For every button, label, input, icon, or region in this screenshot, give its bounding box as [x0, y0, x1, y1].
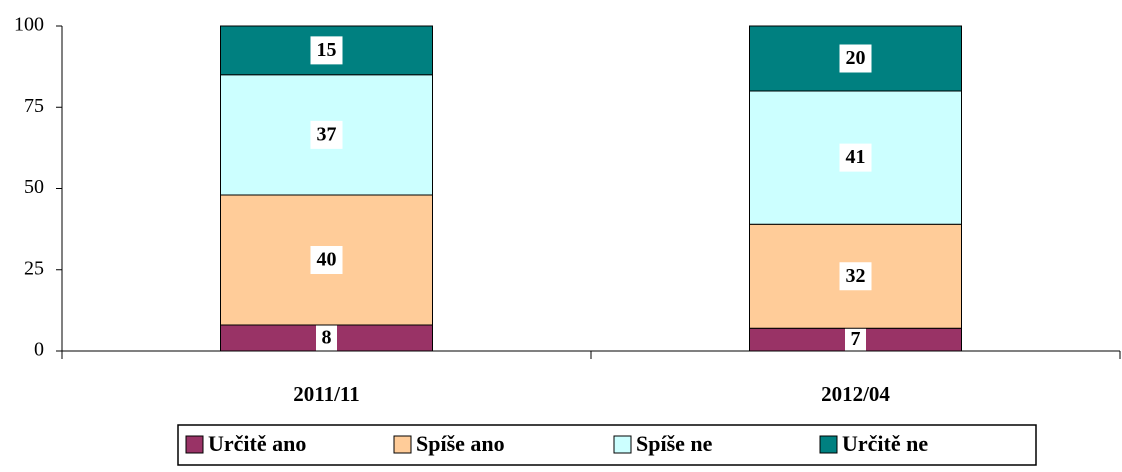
data-label-bg	[310, 246, 343, 274]
legend-swatch	[393, 435, 412, 454]
legend-swatch	[613, 435, 632, 454]
y-tick-label: 0	[34, 339, 44, 361]
legend-label: Spíše ne	[636, 431, 713, 456]
x-tick-label: 2011/11	[293, 382, 360, 406]
y-tick-label: 75	[24, 95, 44, 117]
data-label-bg	[839, 143, 872, 172]
data-label-bg	[310, 36, 343, 65]
data-label-bg	[316, 324, 337, 352]
y-tick-label: 25	[24, 257, 44, 279]
data-label-bg	[839, 262, 872, 291]
data-label: 41	[846, 146, 866, 168]
x-tick-label: 2012/04	[821, 382, 890, 406]
legend-swatch	[819, 435, 838, 454]
data-label-bg	[310, 120, 343, 149]
data-label: 20	[846, 47, 866, 69]
data-label-bg	[845, 325, 866, 354]
data-label: 37	[317, 123, 337, 145]
legend-box	[177, 424, 1037, 466]
data-label: 7	[851, 328, 861, 350]
data-label: 32	[846, 265, 866, 287]
legend-label: Určitě ne	[842, 431, 928, 456]
data-label: 8	[322, 327, 332, 349]
data-label: 15	[317, 39, 337, 61]
legend-label: Spíše ano	[416, 431, 505, 456]
data-label: 40	[317, 249, 337, 271]
y-tick-label: 100	[14, 14, 44, 36]
data-label-bg	[839, 44, 872, 73]
y-tick-label: 50	[24, 176, 44, 198]
legend-swatch	[185, 435, 204, 454]
legend-label: Určitě ano	[208, 431, 306, 456]
